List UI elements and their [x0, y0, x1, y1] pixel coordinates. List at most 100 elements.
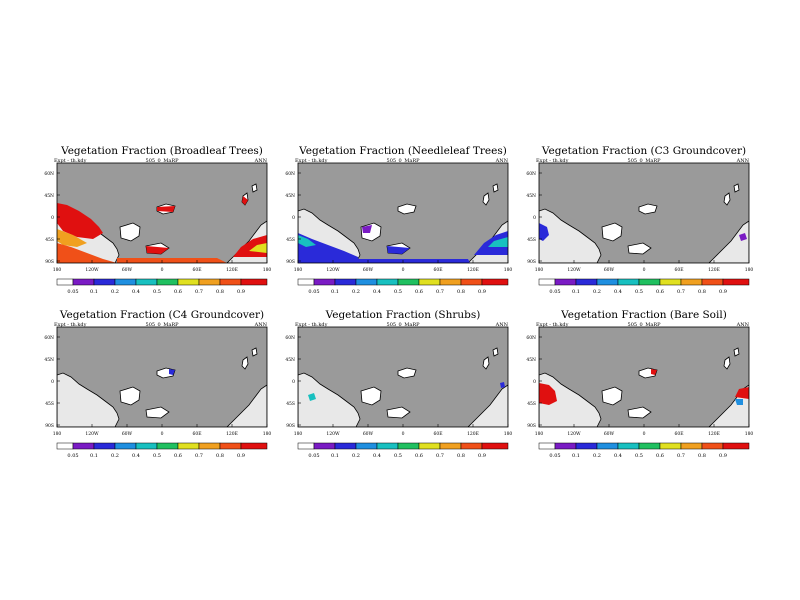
colorbar-label: 0.1: [90, 289, 98, 295]
colorbar-label: 0.2: [593, 289, 601, 295]
colorbar-swatch: [334, 442, 357, 450]
colorbar-swatch: [56, 278, 74, 286]
colorbar-label: 0.2: [111, 453, 119, 459]
island-outline: [482, 192, 490, 206]
y-tick-label: 60N: [526, 171, 536, 177]
colorbar-label: 0.05: [549, 289, 560, 295]
x-tick-label: 60W: [122, 267, 133, 273]
colorbar-label: 0.7: [195, 289, 203, 295]
island-outline: [482, 356, 490, 370]
colorbar-label: 0.9: [478, 453, 486, 459]
panel-experiment-label: Expt - th.kdy: [54, 158, 87, 164]
island-outline: [251, 183, 258, 193]
value-contour: [488, 237, 508, 247]
colorbar-label: 0.9: [719, 453, 727, 459]
panel-title: Vegetation Fraction (Bare Soil): [560, 309, 727, 321]
colorbar: 0.05 0.1 0.2 0.4 0.5 0.6 0.7 0.8 0.9: [56, 442, 268, 459]
x-tick-label: 180: [745, 431, 754, 437]
x-tick-label: 0: [402, 267, 405, 273]
colorbar-swatch: [439, 442, 462, 450]
value-contour: [57, 203, 103, 239]
x-tick-label: 60E: [674, 431, 683, 437]
x-tick-label: 120W: [326, 267, 340, 273]
colorbar-swatch: [93, 278, 116, 286]
colorbar-label: 0.6: [415, 453, 423, 459]
value-contour: [298, 233, 360, 263]
x-tick-label: 60W: [122, 431, 133, 437]
colorbar-label: 0.4: [373, 453, 381, 459]
land-west: [539, 208, 602, 263]
x-tick-label: 120E: [226, 267, 238, 273]
colorbar-label: 0.5: [635, 453, 643, 459]
x-tick-label: 120W: [85, 267, 99, 273]
island-outline: [386, 406, 411, 419]
y-tick-label: 45N: [44, 193, 54, 199]
map-area: [298, 327, 508, 427]
island-outline: [733, 183, 740, 193]
land-west: [57, 372, 120, 427]
x-tick-label: 120W: [326, 431, 340, 437]
colorbar-label: 0.5: [394, 289, 402, 295]
y-tick-label: 45N: [285, 357, 295, 363]
colorbar: 0.05 0.1 0.2 0.4 0.5 0.6 0.7 0.8 0.9: [297, 442, 509, 459]
value-contour: [249, 243, 267, 253]
colorbar-label: 0.6: [656, 289, 664, 295]
colorbar-swatch: [481, 442, 509, 450]
value-contour: [298, 235, 316, 247]
y-tick-label: 0: [292, 379, 295, 385]
colorbar-swatch: [617, 278, 640, 286]
value-contour: [308, 393, 316, 401]
colorbar-swatch: [72, 442, 95, 450]
colorbar-swatch: [617, 442, 640, 450]
colorbar-swatch: [680, 278, 703, 286]
island-outline: [492, 347, 499, 357]
colorbar-swatch: [554, 278, 577, 286]
colorbar-swatch: [114, 278, 137, 286]
colorbar-swatch: [156, 278, 179, 286]
y-tick-label: 60N: [44, 335, 54, 341]
colorbar-label: 0.5: [153, 453, 161, 459]
colorbar-swatch: [460, 278, 483, 286]
colorbar-swatch: [397, 278, 420, 286]
y-tick-label: 90S: [45, 259, 54, 265]
colorbar-swatch: [554, 442, 577, 450]
colorbar-swatch: [177, 442, 200, 450]
map-area: [57, 163, 267, 263]
colorbar-swatch: [93, 442, 116, 450]
colorbar-swatch: [575, 442, 598, 450]
colorbar-swatch: [56, 442, 74, 450]
x-tick-label: 0: [161, 267, 164, 273]
colorbar-swatch: [334, 278, 357, 286]
colorbar: 0.05 0.1 0.2 0.4 0.5 0.6 0.7 0.8 0.9: [538, 442, 750, 459]
panel-experiment-label: Expt - th.kdy: [54, 322, 87, 328]
value-contour: [735, 387, 749, 399]
colorbar: 0.05 0.1 0.2 0.4 0.5 0.6 0.7 0.8 0.9: [297, 278, 509, 295]
panel-title: Vegetation Fraction (Broadleaf Trees): [60, 145, 263, 157]
x-tick-label: 180: [294, 267, 303, 273]
colorbar-label: 0.7: [195, 453, 203, 459]
colorbar-label: 0.6: [174, 289, 182, 295]
island-outline: [241, 356, 249, 370]
y-tick-label: 45N: [526, 193, 536, 199]
value-contour: [358, 259, 470, 263]
value-contour: [57, 243, 117, 263]
x-tick-label: 60W: [604, 267, 615, 273]
x-tick-label: 120W: [567, 267, 581, 273]
colorbar-label: 0.2: [352, 289, 360, 295]
panel-run-label: 505_0_MaRP: [146, 322, 180, 328]
island-outline: [145, 406, 170, 419]
colorbar-swatch: [701, 278, 724, 286]
x-tick-label: 180: [263, 267, 272, 273]
x-tick-label: 60W: [604, 431, 615, 437]
island-outline: [627, 406, 652, 419]
y-tick-label: 45N: [526, 357, 536, 363]
colorbar-label: 0.6: [174, 453, 182, 459]
x-tick-label: 120E: [467, 267, 479, 273]
x-tick-label: 180: [745, 267, 754, 273]
colorbar-swatch: [481, 278, 509, 286]
map-panel: Vegetation Fraction (Needleleaf Trees)Ex…: [285, 145, 512, 295]
value-contour: [146, 246, 169, 254]
colorbar-label: 0.9: [237, 289, 245, 295]
colorbar-swatch: [418, 278, 441, 286]
colorbar-label: 0.8: [457, 453, 465, 459]
